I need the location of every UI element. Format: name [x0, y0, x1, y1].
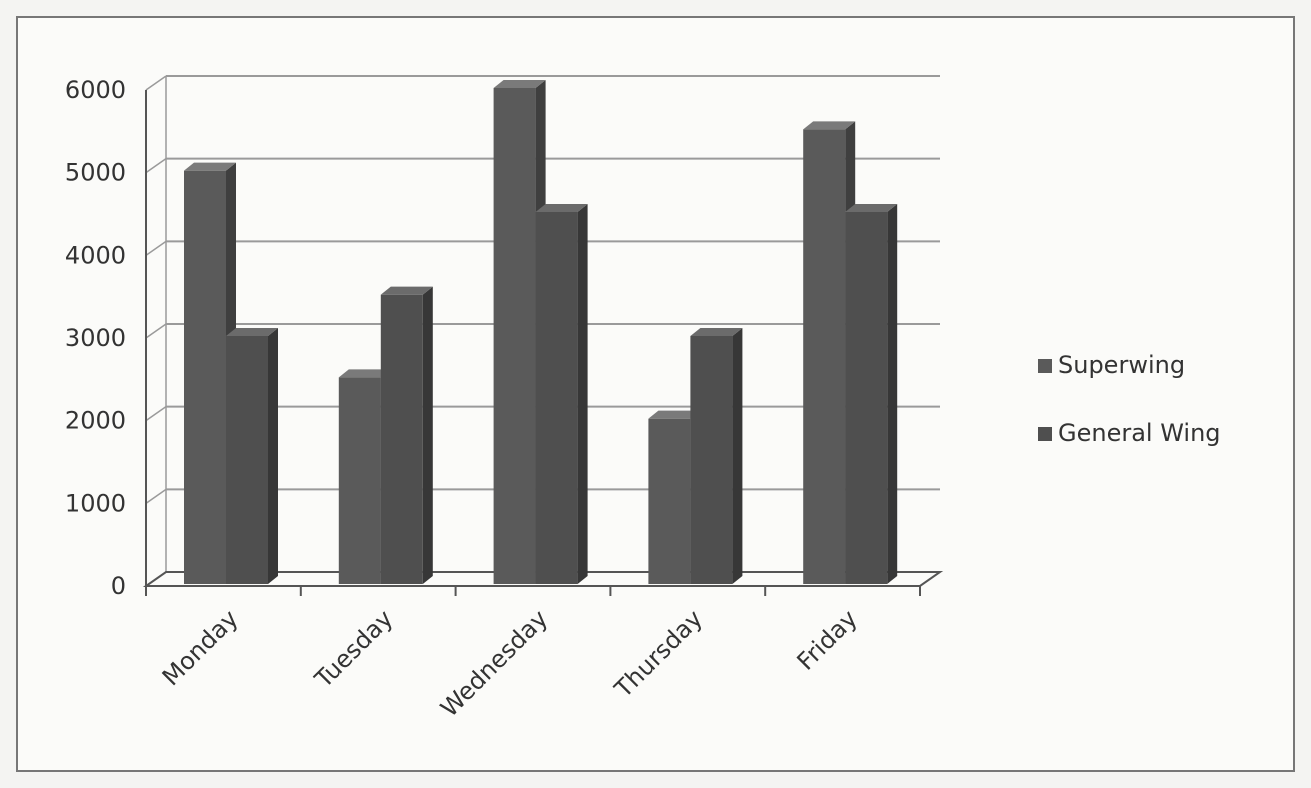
bar-side [268, 328, 278, 584]
bar-front [803, 129, 846, 584]
bar-top [845, 204, 898, 212]
y-tick-label: 2000 [65, 407, 126, 435]
bar-front [845, 212, 888, 584]
bars [184, 80, 898, 584]
bar-front [226, 336, 268, 584]
bar-front [648, 418, 691, 584]
y-tick-label: 1000 [65, 489, 126, 517]
gridline-side [145, 75, 167, 91]
legend-label: General Wing [1058, 419, 1221, 447]
x-tick-label: Tuesday [309, 604, 399, 694]
gridline-side [145, 158, 167, 174]
bar-top [690, 328, 743, 336]
bar-top [648, 410, 701, 419]
legend: Superwing General Wing [1038, 351, 1221, 447]
legend-label: Superwing [1058, 351, 1185, 379]
bar-side [732, 328, 743, 584]
bar-general-wing-tuesday [380, 286, 433, 584]
x-tick-label: Wednesday [435, 604, 553, 722]
bar-chart: 0 1000 2000 3000 4000 5000 6000 Monday Tuesday We… [65, 75, 1221, 722]
x-tick-label: Thursday [609, 604, 708, 703]
legend-swatch [1038, 427, 1052, 441]
y-tick-label: 6000 [65, 76, 126, 104]
bar-side [422, 286, 433, 584]
bar-front [184, 170, 226, 584]
bar-front [535, 212, 578, 584]
gridline-side [145, 240, 167, 256]
chart-frame: 0 1000 2000 3000 4000 5000 6000 Monday Tuesday We… [16, 16, 1295, 772]
bar-side [577, 204, 588, 584]
bar-top [803, 121, 856, 130]
bar-top [380, 286, 433, 295]
gridline-side [145, 488, 167, 504]
bar-front [338, 377, 381, 584]
y-tick-label: 5000 [65, 159, 126, 187]
bar-general-wing-wednesday [535, 204, 588, 584]
x-tick-label: Monday [157, 604, 244, 691]
x-tick-label: Friday [792, 604, 863, 675]
gridline-side [145, 323, 167, 339]
bar-top [493, 80, 546, 88]
bar-front [690, 336, 733, 584]
bar-top [535, 204, 588, 212]
bar-side [887, 204, 898, 584]
y-tick-label: 0 [111, 572, 126, 600]
bar-general-wing-monday [226, 328, 278, 584]
y-tick-label: 3000 [65, 324, 126, 352]
bar-front [380, 294, 423, 584]
y-tick-label: 4000 [65, 241, 126, 269]
bar-top [338, 369, 391, 378]
gridline-side [145, 406, 167, 422]
bar-top [184, 162, 236, 171]
bar-top [226, 328, 278, 336]
bar-general-wing-thursday [690, 328, 743, 584]
bar-front [493, 88, 536, 584]
legend-swatch [1038, 359, 1052, 373]
bar-general-wing-friday [845, 204, 898, 584]
